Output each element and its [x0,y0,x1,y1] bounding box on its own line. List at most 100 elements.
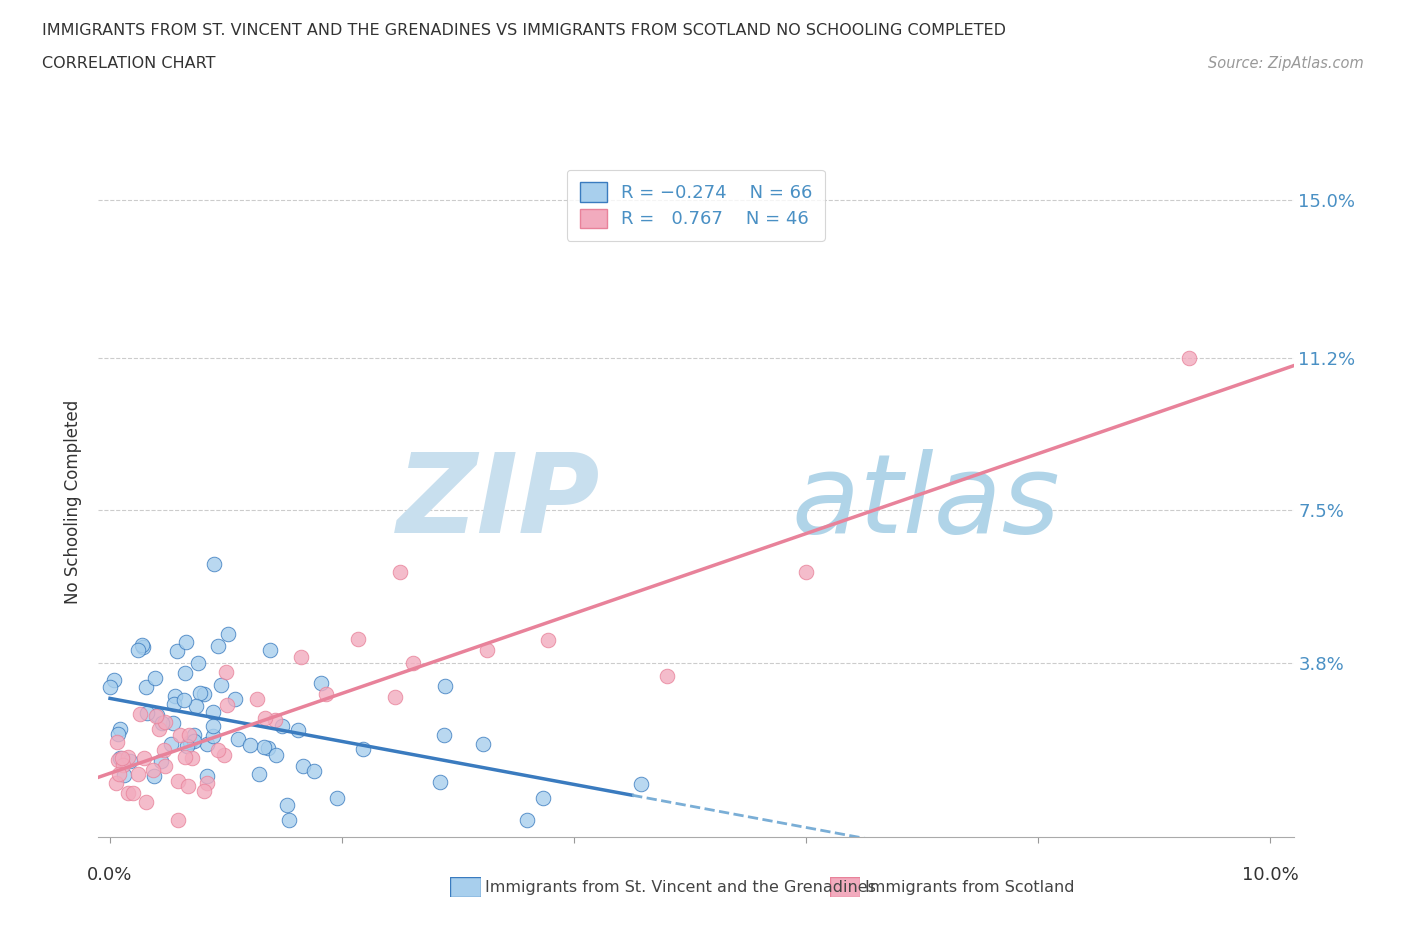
Point [204,557,226,572]
Point [531,790,554,805]
Point [152,716,174,731]
Point [132,639,155,654]
Point [145,709,167,724]
Point [117,750,139,764]
Point [153,714,176,729]
Point [246,692,269,707]
Point [117,786,139,801]
Point [110,751,132,765]
Legend: R = −0.274    N = 66, R =   0.767    N = 46: R = −0.274 N = 66, R = 0.767 N = 46 [567,170,825,241]
Point [132,751,155,765]
Point [315,686,337,701]
Text: 0.0%: 0.0% [87,866,132,884]
Point [195,776,218,790]
Point [193,783,215,798]
Point [166,774,188,789]
Point [202,718,225,733]
Point [142,769,165,784]
Point [136,705,159,720]
Point [177,727,200,742]
Point [655,669,678,684]
Point [287,723,309,737]
Point [108,766,131,781]
Point [276,797,298,812]
Point [118,753,141,768]
Point [347,631,370,646]
Point [122,785,145,800]
Point [264,748,287,763]
Point [212,748,235,763]
Point [433,679,456,694]
Point [1178,350,1201,365]
Point [162,715,184,730]
Point [112,767,135,782]
Point [143,671,166,685]
Point [173,693,195,708]
Point [103,672,125,687]
Point [264,712,287,727]
Point [98,680,121,695]
Point [152,743,174,758]
Point [217,627,239,642]
Point [187,656,209,671]
Point [209,678,232,693]
Point [278,813,301,828]
Text: Immigrants from Scotland: Immigrants from Scotland [865,880,1074,895]
Point [536,632,558,647]
Point [111,758,134,773]
Point [271,719,294,734]
Point [471,737,494,751]
Point [108,722,131,737]
Point [207,743,229,758]
Point [402,656,425,671]
Point [215,698,238,712]
Point [257,740,280,755]
Point [259,643,281,658]
Point [475,643,498,658]
Point [290,650,312,665]
Point [167,813,190,828]
Point [127,766,149,781]
Point [179,734,201,749]
Point [302,764,325,778]
Point [173,666,195,681]
Point [226,732,249,747]
Point [105,735,128,750]
Text: Source: ZipAtlas.com: Source: ZipAtlas.com [1208,56,1364,71]
Point [630,777,652,791]
Point [111,751,134,765]
Point [195,768,218,783]
Point [352,741,374,756]
Point [794,565,817,580]
Point [127,642,149,657]
Point [135,795,157,810]
Point [247,766,270,781]
Point [224,692,246,707]
Point [163,697,186,711]
Point [146,708,169,723]
Point [389,565,412,580]
Text: Immigrants from St. Vincent and the Grenadines: Immigrants from St. Vincent and the Gren… [485,880,876,895]
Text: ZIP: ZIP [396,448,600,556]
Point [128,707,150,722]
Point [195,737,218,751]
Point [202,729,225,744]
Point [176,634,198,649]
Text: IMMIGRANTS FROM ST. VINCENT AND THE GRENADINES VS IMMIGRANTS FROM SCOTLAND NO SC: IMMIGRANTS FROM ST. VINCENT AND THE GREN… [42,23,1007,38]
Text: atlas: atlas [792,448,1060,556]
Point [177,778,200,793]
Point [150,753,173,768]
Point [516,813,538,828]
Point [292,759,315,774]
Point [215,664,238,679]
Point [153,759,176,774]
Point [326,790,349,805]
Point [169,728,191,743]
Point [183,727,205,742]
Point [183,734,205,749]
Point [433,727,456,742]
Point [135,680,157,695]
Point [105,776,128,790]
Point [184,698,207,713]
Point [384,689,406,704]
